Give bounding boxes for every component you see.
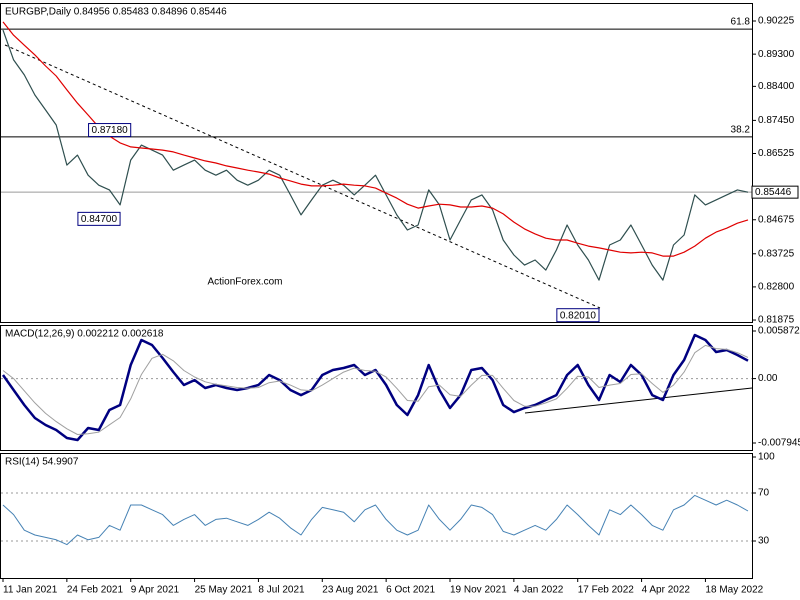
y-tick-label: 0.86525 [758, 148, 795, 159]
x-tick-label: 8 Jul 2021 [258, 585, 305, 596]
y-tick-label: 0.84675 [758, 214, 795, 225]
y-tick-label: 0.82800 [758, 282, 795, 293]
series-line [1, 333, 749, 442]
y-tick-label: 70 [758, 488, 770, 499]
y-tick-label: 0.89300 [758, 49, 795, 60]
x-tick-label: 6 Oct 2021 [386, 585, 435, 596]
y-tick-label: -0.007945 [758, 438, 800, 449]
watermark: ActionForex.com [207, 277, 282, 288]
x-tick-label: 23 Aug 2021 [322, 585, 379, 596]
annotation-label: 0.84700 [81, 214, 118, 225]
current-price-label: 0.85446 [755, 187, 792, 198]
panel-title: EURGBP,Daily 0.84956 0.85483 0.84896 0.8… [5, 7, 227, 18]
annotation-label: 0.82010 [560, 310, 597, 321]
y-tick-label: 30 [758, 536, 770, 547]
level-label: 61.8 [731, 17, 751, 28]
macd-trend-line [524, 387, 753, 414]
y-tick-label: 0.005872 [758, 326, 800, 337]
series-line [2, 29, 749, 281]
x-tick-label: 19 Nov 2021 [450, 585, 507, 596]
annotation-box [88, 123, 132, 138]
x-tick-label: 4 Apr 2022 [642, 585, 691, 596]
series-line [2, 494, 749, 546]
x-tick-label: 24 Feb 2021 [67, 585, 124, 596]
y-tick-label: 0.90225 [758, 16, 795, 27]
trend-line [4, 44, 601, 309]
annotation-box [556, 308, 600, 323]
y-tick-label: 0.83725 [758, 248, 795, 259]
series-line [2, 21, 749, 257]
x-tick-label: 18 May 2022 [705, 585, 763, 596]
macd-panel [0, 325, 753, 451]
y-tick-label: 0.87450 [758, 115, 795, 126]
y-tick-label: 100 [758, 452, 775, 463]
x-tick-label: 11 Jan 2021 [3, 585, 58, 596]
panel-title: RSI(14) 54.9907 [5, 457, 79, 468]
y-tick-label: 0.81875 [758, 315, 795, 326]
annotation-label: 0.87180 [92, 125, 129, 136]
x-tick-label: 9 Apr 2021 [131, 585, 180, 596]
x-tick-label: 25 May 2021 [195, 585, 253, 596]
price-panel [0, 3, 753, 323]
annotation-box [77, 211, 121, 226]
x-tick-label: 4 Jan 2022 [514, 585, 564, 596]
panel-title: MACD(12,26,9) 0.002212 0.002618 [5, 329, 164, 340]
rsi-panel [0, 453, 753, 579]
y-tick-label: 0.88400 [758, 81, 795, 92]
x-tick-label: 17 Feb 2022 [578, 585, 635, 596]
y-tick-label: 0.00 [758, 373, 778, 384]
series-line [2, 344, 749, 435]
current-price-box [751, 185, 799, 199]
level-label: 38.2 [731, 124, 751, 135]
